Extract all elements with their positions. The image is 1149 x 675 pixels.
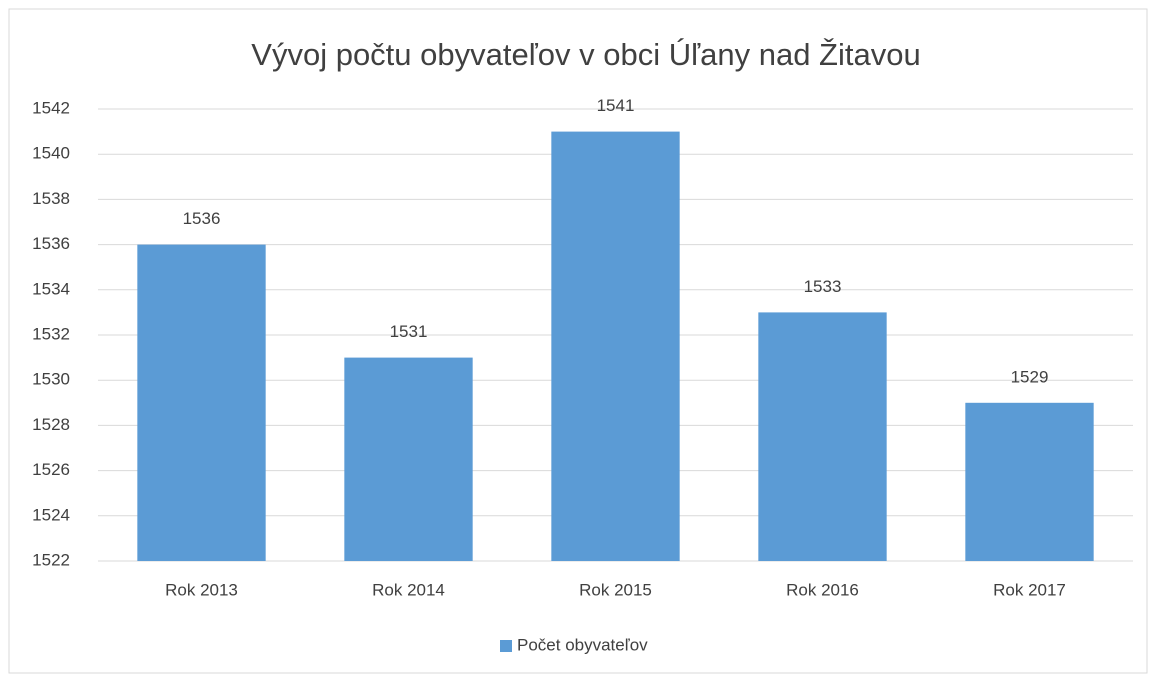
bar <box>344 357 473 561</box>
data-label: 1533 <box>804 277 842 296</box>
data-label: 1529 <box>1011 367 1049 386</box>
data-label: 1536 <box>183 209 221 228</box>
y-tick-label: 1524 <box>32 505 70 524</box>
x-tick-label: Rok 2015 <box>579 580 652 599</box>
y-tick-label: 1534 <box>32 279 70 298</box>
bar <box>758 312 887 561</box>
data-label: 1541 <box>597 96 635 115</box>
y-tick-label: 1536 <box>32 234 70 253</box>
bar <box>965 402 1094 561</box>
y-tick-label: 1540 <box>32 144 70 163</box>
bar <box>137 244 266 561</box>
y-tick-label: 1522 <box>32 550 70 569</box>
data-label: 1531 <box>390 322 428 341</box>
x-tick-label: Rok 2016 <box>786 580 859 599</box>
x-tick-label: Rok 2013 <box>165 580 238 599</box>
y-tick-label: 1532 <box>32 324 70 343</box>
chart-title: Vývoj počtu obyvateľov v obci Úľany nad … <box>251 37 920 72</box>
bar <box>551 131 680 561</box>
y-tick-label: 1528 <box>32 415 70 434</box>
legend-label: Počet obyvateľov <box>517 635 648 654</box>
y-tick-label: 1542 <box>32 98 70 117</box>
legend-swatch <box>500 640 512 652</box>
y-tick-label: 1530 <box>32 370 70 389</box>
x-tick-label: Rok 2017 <box>993 580 1066 599</box>
x-tick-label: Rok 2014 <box>372 580 445 599</box>
y-tick-label: 1526 <box>32 460 70 479</box>
y-tick-label: 1538 <box>32 189 70 208</box>
